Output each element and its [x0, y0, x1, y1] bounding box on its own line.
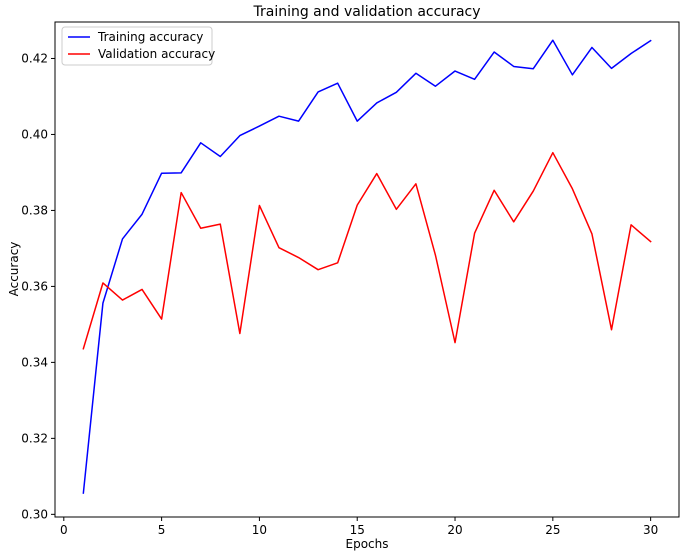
y-axis-label: Accuracy [7, 242, 21, 297]
series-line-training [82, 39, 652, 494]
plot-area: 0 5 10 15 20 25 30 0.30 0.32 0.34 0.36 0.38 0.40 0.42… [21, 21, 680, 537]
x-tick-label: 0 [60, 523, 68, 537]
chart-title: Training and validation accuracy [252, 4, 480, 20]
legend-entry: Validation accuracy [98, 47, 215, 61]
legend-entry: Training accuracy [97, 30, 203, 44]
axes-frame [54, 21, 680, 518]
x-tick-label: 10 [252, 523, 267, 537]
x-tick-label: 15 [350, 523, 365, 537]
y-tick-label: 0.32 [21, 431, 48, 445]
y-tick-label: 0.38 [21, 203, 48, 217]
y-tick-label: 0.36 [21, 279, 48, 293]
x-tick-label: 5 [158, 523, 166, 537]
x-tick-label: 25 [545, 523, 560, 537]
y-tick-label: 0.40 [21, 127, 48, 141]
y-tick-label: 0.42 [21, 51, 48, 65]
x-tick-label: 30 [643, 523, 658, 537]
legend-box [61, 26, 213, 66]
y-tick-label: 0.34 [21, 355, 48, 369]
x-axis-label: Epochs [346, 537, 389, 551]
series-line-validation [82, 151, 652, 350]
x-tick-label: 20 [447, 523, 462, 537]
y-tick-label: 0.30 [21, 507, 48, 521]
